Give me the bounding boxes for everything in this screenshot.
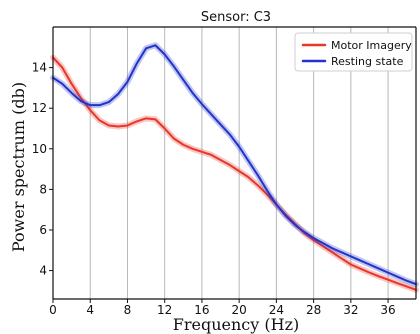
x-grid-lines <box>52 27 389 299</box>
x-tick-label: 4 <box>86 303 94 317</box>
x-tick-label: 16 <box>194 303 209 317</box>
x-tick-label: 12 <box>157 303 172 317</box>
x-tick-label: 36 <box>380 303 395 317</box>
x-tick-label: 28 <box>306 303 321 317</box>
x-tick-label: 8 <box>124 303 132 317</box>
chart-title: Sensor: C3 <box>201 10 271 25</box>
motor-imagery-line <box>52 56 417 291</box>
x-axis-label: Frequency (Hz) <box>173 315 300 334</box>
resting-state-line <box>52 44 417 286</box>
legend: Motor Imagery Resting state <box>294 32 413 72</box>
y-tick-label: 6 <box>39 223 47 237</box>
series-layer <box>50 42 419 293</box>
x-tick-label: 32 <box>343 303 358 317</box>
legend-motor-imagery-label: Motor Imagery <box>331 39 412 52</box>
y-tick-label: 14 <box>32 61 47 75</box>
x-tick-label: 20 <box>232 303 247 317</box>
y-tick-label: 8 <box>39 182 47 196</box>
y-tick-label: 12 <box>32 101 47 115</box>
motor-imagery-band <box>50 54 419 293</box>
tick-layer: 0 4 8 12 16 20 24 28 32 36 4 6 8 10 12 14 <box>32 61 396 317</box>
legend-resting-state-label: Resting state <box>331 55 404 68</box>
x-tick-label: 0 <box>49 303 57 317</box>
axes-layer <box>52 26 417 300</box>
x-tick-label: 24 <box>269 303 284 317</box>
y-tick-label: 10 <box>32 142 47 156</box>
y-axis-label: Power spectrum (db) <box>9 82 28 252</box>
y-tick-label: 4 <box>39 264 47 278</box>
